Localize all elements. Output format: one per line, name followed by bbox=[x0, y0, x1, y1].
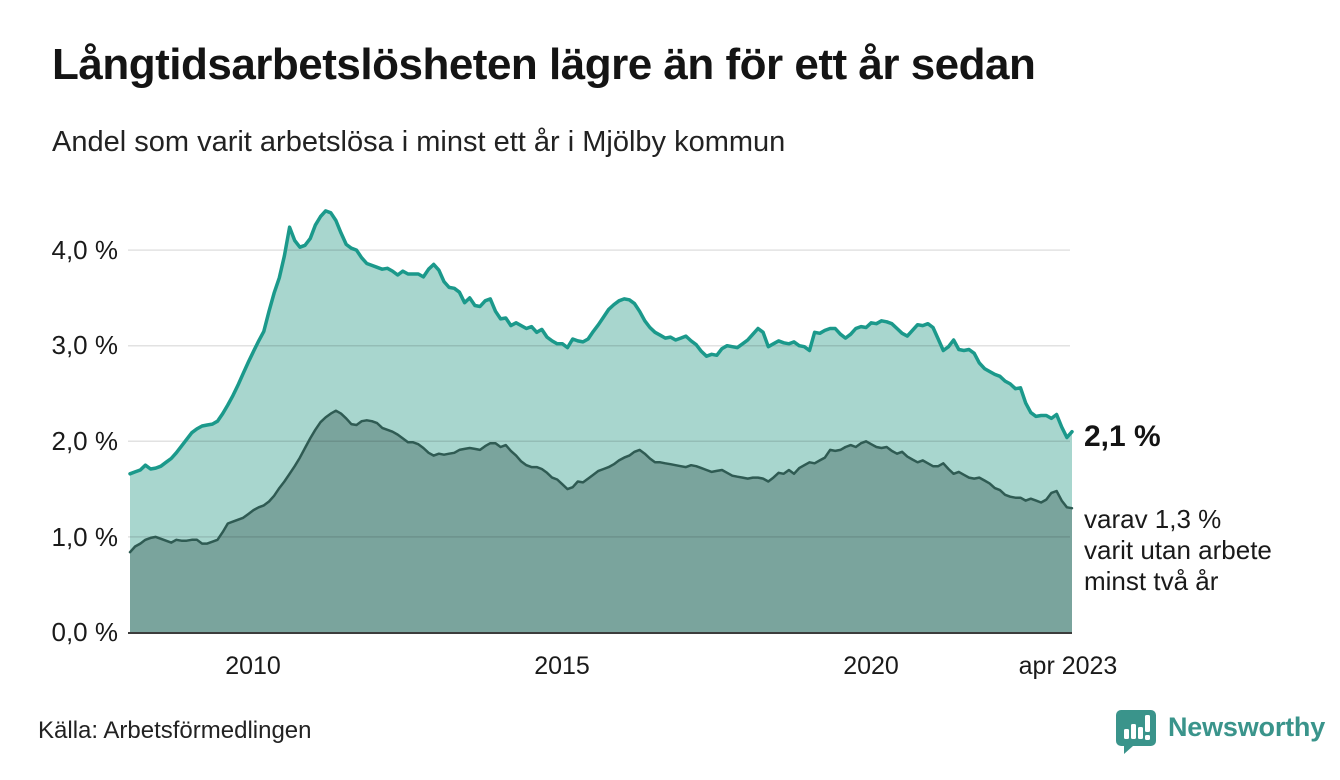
y-axis-tick-label: 2,0 % bbox=[51, 426, 119, 456]
x-axis-tick-label: 2015 bbox=[534, 652, 590, 680]
x-axis-tick-label: apr 2023 bbox=[1018, 652, 1118, 680]
y-axis-tick-label: 4,0 % bbox=[51, 235, 119, 265]
newsworthy-logo-icon bbox=[1116, 710, 1156, 754]
latest-value-annotation: 2,1 % bbox=[1084, 420, 1161, 453]
y-axis-tick-label: 1,0 % bbox=[51, 522, 119, 552]
brand-wordmark: Newsworthy bbox=[1168, 712, 1326, 742]
y-axis-tick-label: 3,0 % bbox=[51, 330, 119, 360]
x-axis-tick-label: 2020 bbox=[843, 652, 899, 680]
detail-annotation: varav 1,3 % varit utan arbete minst två … bbox=[1084, 504, 1272, 597]
page-subtitle: Andel som varit arbetslösa i minst ett å… bbox=[52, 126, 786, 158]
series-area-two-years bbox=[130, 410, 1072, 633]
x-axis-tick-label: 2010 bbox=[225, 652, 281, 680]
detail-annotation-line: varav 1,3 % bbox=[1084, 504, 1222, 534]
brand-logo: Newsworthy bbox=[1114, 706, 1325, 758]
source-credit: Källa: Arbetsförmedlingen bbox=[38, 717, 312, 744]
series-line-one-year bbox=[128, 209, 1074, 476]
page-title: Långtidsarbetslösheten lägre än för ett … bbox=[52, 40, 1036, 89]
series-line-two-years bbox=[128, 409, 1074, 554]
y-axis-tick-label: 0,0 % bbox=[51, 617, 119, 647]
detail-annotation-line: minst två år bbox=[1084, 566, 1219, 596]
detail-annotation-line: varit utan arbete bbox=[1084, 535, 1272, 565]
